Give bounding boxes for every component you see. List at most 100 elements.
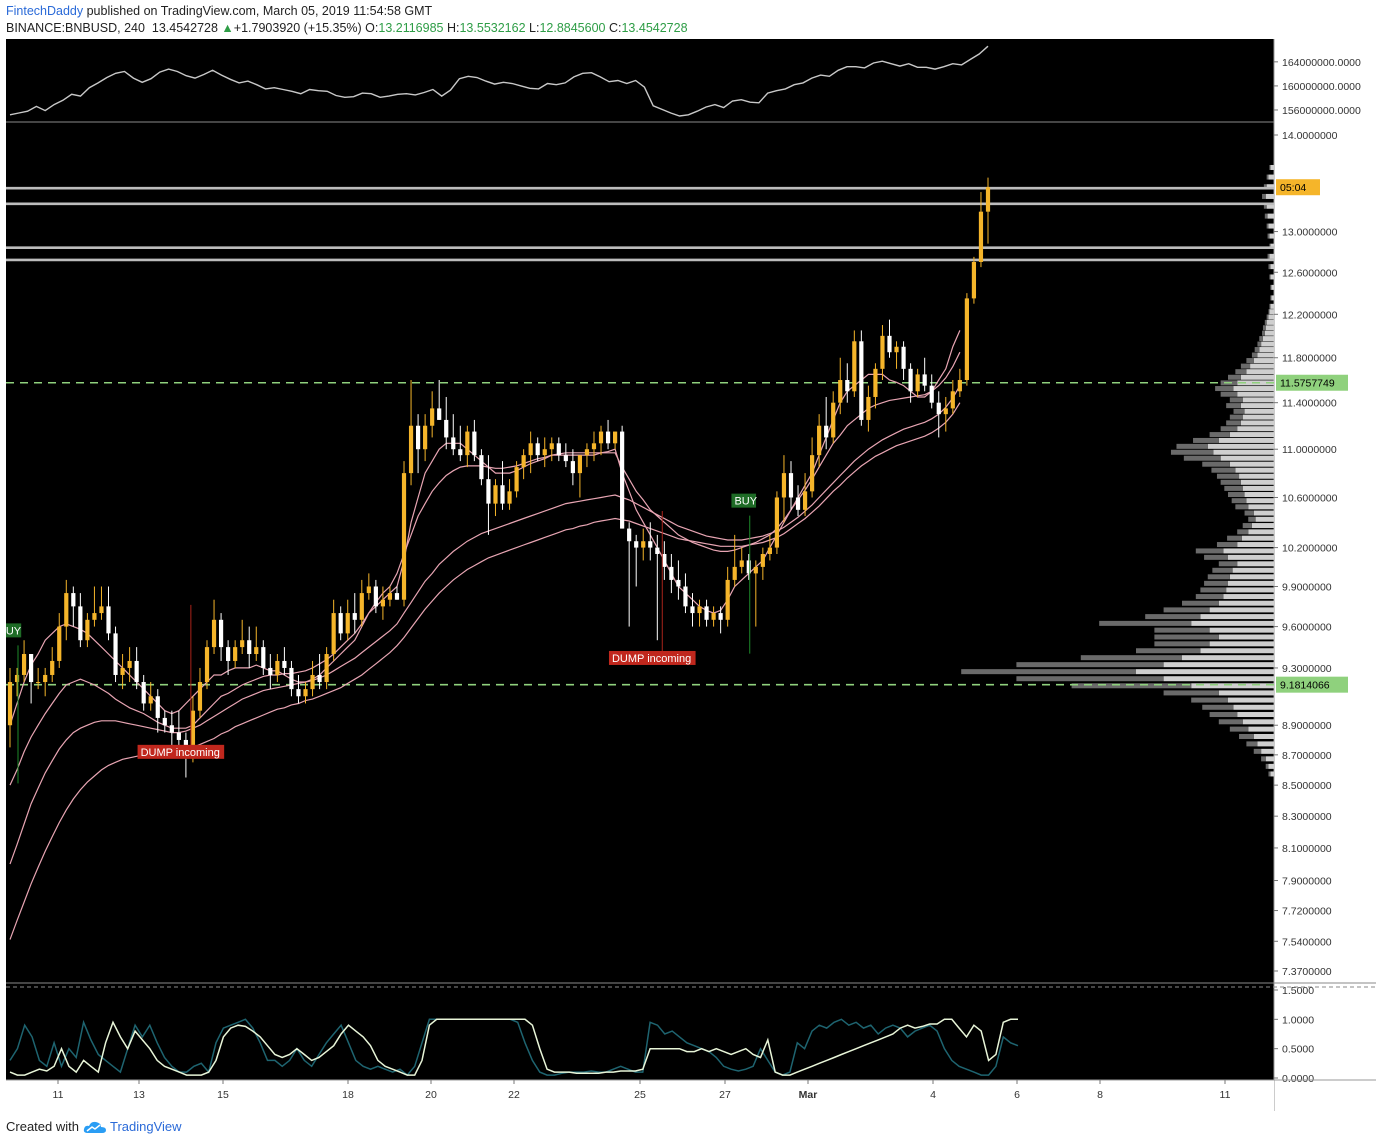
candle-body [310, 674, 315, 690]
tradingview-logo[interactable]: TradingView [83, 1119, 182, 1134]
up-arrow-icon: ▲ [221, 21, 234, 35]
volume-profile-bar [1099, 620, 1192, 626]
volume-profile-bar [1270, 243, 1274, 249]
volume-profile-bar [1268, 264, 1271, 270]
volume-profile-bar [1216, 473, 1240, 479]
volume-profile-bar [1229, 461, 1274, 467]
volume-profile-bar [1226, 420, 1241, 426]
candle-body [880, 335, 885, 369]
volume-profile-bar [1265, 193, 1274, 199]
dump-signal-label [137, 744, 225, 759]
volume-profile-bar [1239, 733, 1254, 739]
volume-profile-bar [1233, 386, 1274, 392]
moving-average-mid [9, 351, 961, 786]
volume-profile-bar [1228, 492, 1245, 498]
candle-body [704, 606, 709, 620]
volume-profile-bar [1212, 567, 1233, 573]
stoch-axis-label: 1.5000 [1282, 985, 1314, 997]
candle-body [211, 619, 217, 648]
volume-profile-bar [1204, 580, 1228, 586]
volume-profile-bar [1163, 676, 1274, 682]
candle-body [985, 187, 991, 212]
volume-profile-bar [1250, 363, 1274, 369]
candle-body [894, 346, 899, 353]
volume-profile-bar [1246, 358, 1254, 364]
volume-profile-bar [1182, 655, 1274, 661]
price-axis-label: 7.7200000 [1282, 906, 1332, 918]
candle-body [401, 473, 407, 600]
volume-profile-bar [1237, 426, 1274, 432]
volume-profile-bar [1016, 662, 1164, 668]
volume-profile-bar [1228, 697, 1274, 703]
volume-profile-bar [1255, 516, 1274, 522]
volume-profile-bar [1016, 676, 1164, 682]
candle-body [254, 647, 259, 655]
candle-body [971, 261, 977, 299]
volume-profile-bar [1223, 548, 1274, 554]
volume-profile-bar [1270, 164, 1274, 170]
volume-profile-bar [1253, 748, 1262, 754]
candle-body [521, 455, 526, 468]
time-axis-label: 13 [133, 1089, 145, 1101]
time-axis-label: 22 [508, 1089, 520, 1101]
candle-body [788, 473, 794, 498]
stoch-axis-label: 0.5000 [1282, 1044, 1314, 1056]
time-axis-label: 11 [53, 1089, 64, 1101]
candle-body [542, 449, 547, 456]
candle-body [465, 431, 470, 456]
candle-body [746, 560, 751, 574]
volume-profile-bar [1254, 347, 1260, 353]
high-value: 13.5532162 [459, 21, 526, 35]
candle-body [718, 613, 723, 620]
candle-body [106, 606, 111, 634]
volume-profile-bar [1071, 683, 1192, 689]
candle-body [155, 696, 160, 718]
volume-profile-bar [1253, 510, 1274, 516]
candle-body [479, 455, 484, 480]
candle-body [915, 374, 920, 392]
volume-profile-bar [1136, 648, 1201, 654]
volume-profile-bar [1218, 561, 1238, 567]
candle-body [591, 443, 597, 450]
candle-body [739, 560, 744, 567]
volume-profile-bar [1207, 443, 1274, 449]
time-axis-label: 4 [930, 1089, 936, 1101]
candle-body [683, 586, 688, 607]
candle-body [943, 408, 948, 415]
volume-profile-bar [1191, 620, 1274, 626]
volume-profile-bar [1235, 369, 1247, 375]
price-axis-label: 11.0000000 [1282, 444, 1337, 456]
volume-profile-bar [1257, 341, 1262, 347]
volume-profile-bar [1224, 485, 1243, 491]
volume-profile-bar [1269, 274, 1271, 280]
candle-body [21, 654, 27, 675]
volume-profile-bar [1269, 309, 1274, 315]
chart-canvas[interactable]: UY DUMP incoming DUMP incoming BUY 14.000000… [6, 39, 1376, 1111]
volume-profile-bar [1240, 363, 1251, 369]
candle-body [732, 566, 737, 580]
price-axis-label: 7.5400000 [1282, 936, 1332, 948]
ohlc-header: BINANCE:BNBUSD, 240 13.4542728 ▲+1.79039… [6, 21, 688, 35]
candle-body [380, 599, 386, 607]
candle-body [296, 689, 301, 697]
stoch-axis-label: 0.0000 [1282, 1073, 1314, 1085]
moving-average-slow [9, 385, 961, 865]
volume-profile-bar [1242, 485, 1274, 491]
moving-average-fast [9, 330, 961, 726]
volume-profile-bar [1218, 437, 1274, 443]
candle-body [612, 431, 618, 444]
volume-profile-bar [1200, 648, 1274, 654]
volume-profile-bar [1226, 403, 1241, 409]
low-value: 12.8845600 [539, 21, 606, 35]
price-axis-background [1274, 39, 1376, 1111]
volume-profile-bar [1242, 397, 1274, 403]
volume-profile-bar [1271, 295, 1274, 301]
price-axis-label: 10.6000000 [1282, 492, 1338, 504]
volume-profile-bar [1262, 336, 1274, 342]
candle-body [887, 335, 892, 353]
author-link[interactable]: FintechDaddy [6, 4, 84, 18]
candle-body [423, 425, 428, 450]
candle-body [873, 368, 878, 397]
volume-profile-bar [1244, 510, 1254, 516]
volume-profile-bar [1270, 274, 1274, 280]
